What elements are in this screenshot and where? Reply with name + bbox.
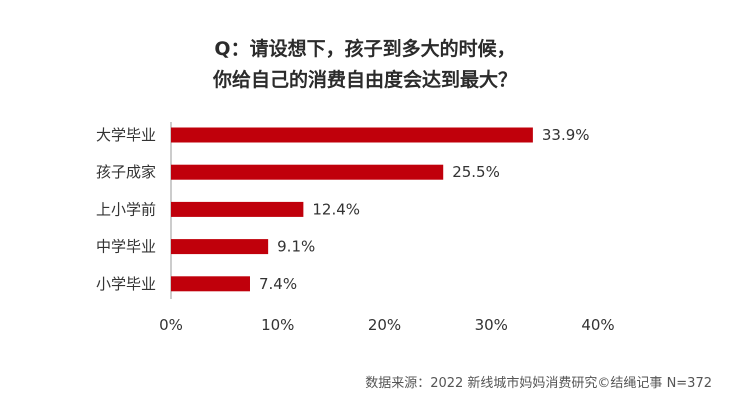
x-tick-label: 10% — [261, 316, 294, 334]
value-label: 12.4% — [312, 200, 360, 218]
x-tick-label: 20% — [368, 316, 401, 334]
bar — [171, 164, 444, 180]
x-tick-label: 0% — [159, 316, 183, 334]
data-source-note: 数据来源：2022 新线城市妈妈消费研究©结绳记事 N=372 — [365, 376, 712, 391]
category-label: 小学毕业 — [96, 275, 156, 293]
bar — [171, 276, 250, 292]
bar — [171, 127, 533, 143]
value-label: 9.1% — [277, 238, 315, 256]
category-label: 大学毕业 — [96, 126, 156, 144]
chart-title: Q：请设想下，孩子到多大的时候， 你给自己的消费自由度会达到最大？ — [0, 34, 730, 96]
value-label: 25.5% — [452, 163, 500, 181]
bar — [171, 239, 269, 255]
title-line-2: 你给自己的消费自由度会达到最大？ — [212, 69, 517, 91]
x-tick-label: 30% — [475, 316, 508, 334]
value-label: 7.4% — [259, 275, 297, 293]
category-label: 孩子成家 — [96, 163, 156, 181]
value-label: 33.9% — [542, 126, 590, 144]
category-label: 中学毕业 — [96, 238, 156, 256]
bar — [171, 201, 304, 217]
category-label: 上小学前 — [96, 200, 156, 218]
x-tick-label: 40% — [581, 316, 614, 334]
title-line-1: Q：请设想下，孩子到多大的时候， — [214, 38, 516, 60]
